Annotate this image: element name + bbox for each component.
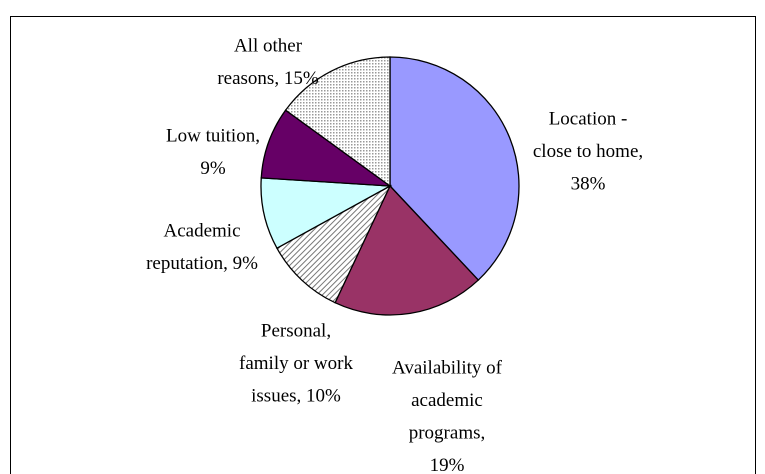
data-label: Academic [163, 220, 240, 241]
data-label: issues, 10% [251, 385, 341, 406]
pie-slice [389, 56, 520, 281]
pie-slice [276, 184, 392, 304]
data-label: 19% [430, 455, 465, 474]
data-label: Availability of [392, 357, 503, 378]
data-label: Personal, [261, 320, 331, 341]
data-label: Location - [549, 108, 628, 129]
data-label: close to home, [533, 141, 643, 162]
pie-slice [284, 56, 391, 188]
data-label: Low tuition, [166, 125, 260, 146]
data-label: 9% [200, 158, 226, 179]
data-label: reasons, 15% [217, 68, 318, 89]
data-label: academic [411, 390, 483, 411]
pie-slice [334, 184, 480, 316]
data-label: programs, [409, 422, 486, 443]
data-label: All other [234, 35, 303, 56]
data-label: family or work [239, 353, 353, 374]
data-label: 38% [571, 173, 606, 194]
frame [10, 16, 756, 474]
data-label: reputation, 9% [146, 253, 258, 274]
